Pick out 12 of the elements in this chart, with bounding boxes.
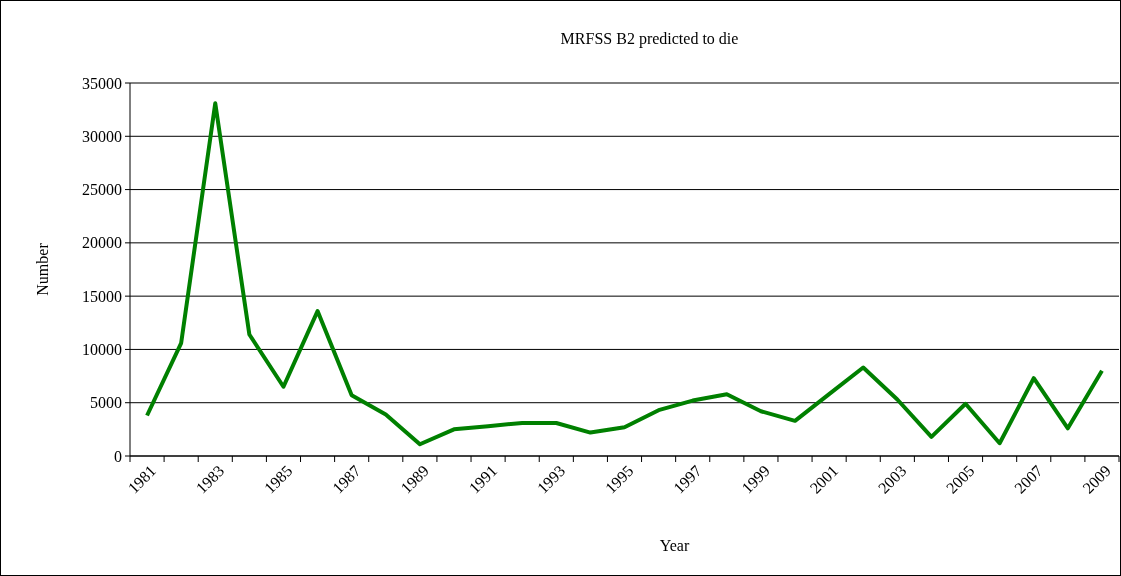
- y-tick-label: 35000: [82, 74, 122, 92]
- line-series: [145, 101, 1104, 447]
- chart-title: MRFSS B2 predicted to die: [560, 30, 739, 48]
- y-tick-label: 0: [114, 447, 122, 465]
- y-tick-label: 25000: [82, 181, 122, 199]
- y-axis-title: Number: [34, 242, 51, 296]
- y-tick-label: 15000: [82, 287, 122, 305]
- y-tick-label: 30000: [82, 127, 122, 145]
- y-tick-label: 5000: [90, 394, 122, 412]
- y-tick-label: 10000: [82, 341, 122, 359]
- y-tick-label: 20000: [82, 234, 122, 252]
- x-axis-title: Year: [659, 537, 690, 554]
